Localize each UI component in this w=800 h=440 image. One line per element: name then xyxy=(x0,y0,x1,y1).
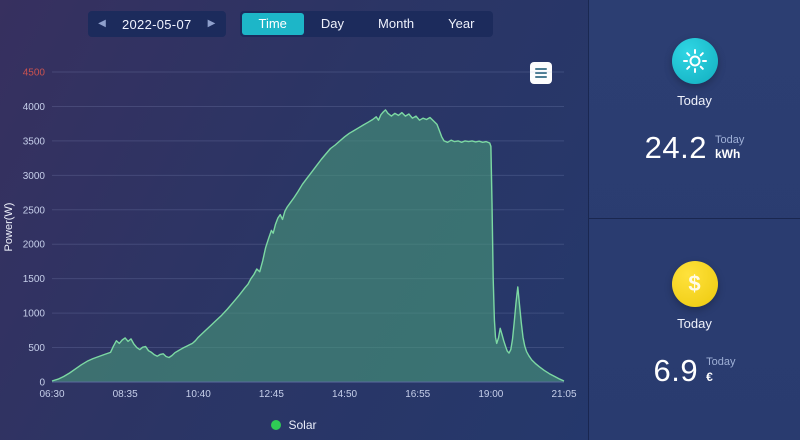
svg-text:4000: 4000 xyxy=(23,102,46,113)
next-date-button[interactable]: ▶ xyxy=(202,13,222,35)
energy-value: 24.2 xyxy=(644,130,707,165)
svg-text:1000: 1000 xyxy=(23,309,46,320)
topbar: ◀ 2022-05-07 ▶ Time Day Month Year xyxy=(88,11,494,37)
svg-text:3500: 3500 xyxy=(23,136,46,147)
svg-text:08:35: 08:35 xyxy=(113,389,138,400)
svg-text:10:40: 10:40 xyxy=(186,389,211,400)
svg-text:Power(W): Power(W) xyxy=(3,203,15,252)
svg-text:2500: 2500 xyxy=(23,205,46,216)
svg-text:4500: 4500 xyxy=(23,68,46,79)
dollar-icon: $ xyxy=(671,260,718,307)
svg-text:12:45: 12:45 xyxy=(259,389,284,400)
tab-time[interactable]: Time xyxy=(241,13,304,35)
revenue-unit: € xyxy=(706,369,713,384)
energy-unit: kWh xyxy=(714,147,741,162)
svg-text:1500: 1500 xyxy=(23,274,46,285)
svg-text:500: 500 xyxy=(28,343,45,354)
prev-date-button[interactable]: ◀ xyxy=(92,13,112,35)
svg-text:3000: 3000 xyxy=(23,171,46,182)
energy-card-title: Today xyxy=(677,93,712,108)
revenue-card: $ Today 6.9 Today € xyxy=(589,217,800,440)
energy-value-row: 24.2 Today kWh xyxy=(645,130,745,166)
revenue-value-row: 6.9 Today € xyxy=(654,353,736,389)
svg-text:19:00: 19:00 xyxy=(478,389,503,400)
svg-text:16:55: 16:55 xyxy=(405,389,430,400)
sun-icon xyxy=(671,38,718,84)
legend-item-solar[interactable]: Solar xyxy=(0,418,588,432)
period-tabs: Time Day Month Year xyxy=(239,11,494,37)
tab-month[interactable]: Month xyxy=(378,16,415,31)
tab-year[interactable]: Year xyxy=(448,16,475,31)
solar-legend-label: Solar xyxy=(288,418,317,432)
chart-section: ◀ 2022-05-07 ▶ Time Day Month Year 0 500 1… xyxy=(0,11,588,432)
svg-text:0: 0 xyxy=(39,378,45,389)
solar-legend-dot xyxy=(271,420,282,430)
date-display[interactable]: 2022-05-07 xyxy=(122,16,192,32)
date-picker[interactable]: ◀ 2022-05-07 ▶ xyxy=(88,11,226,37)
revenue-value: 6.9 xyxy=(653,352,699,388)
revenue-card-title: Today xyxy=(677,315,712,331)
power-chart: 0 500 1000 1500 2000 2500 3000 3500 4000 4500 06:3… xyxy=(0,48,588,410)
energy-unit-label: Today xyxy=(714,133,745,146)
svg-text:06:30: 06:30 xyxy=(39,389,64,400)
energy-card: Today 24.2 Today kWh xyxy=(589,0,800,218)
tab-day[interactable]: Day xyxy=(320,16,345,31)
chart-menu-icon[interactable] xyxy=(530,62,552,84)
summary-panel: Today 24.2 Today kWh $ Today 6.9 Today € xyxy=(588,0,800,440)
svg-text:21:05: 21:05 xyxy=(551,389,576,400)
svg-text:14:50: 14:50 xyxy=(332,389,357,400)
power-chart-svg: 0 500 1000 1500 2000 2500 3000 3500 4000 4500 06:3… xyxy=(3,68,577,401)
svg-text:2000: 2000 xyxy=(23,240,46,251)
revenue-unit-label: Today xyxy=(706,356,736,369)
dollar-glyph: $ xyxy=(688,270,701,296)
